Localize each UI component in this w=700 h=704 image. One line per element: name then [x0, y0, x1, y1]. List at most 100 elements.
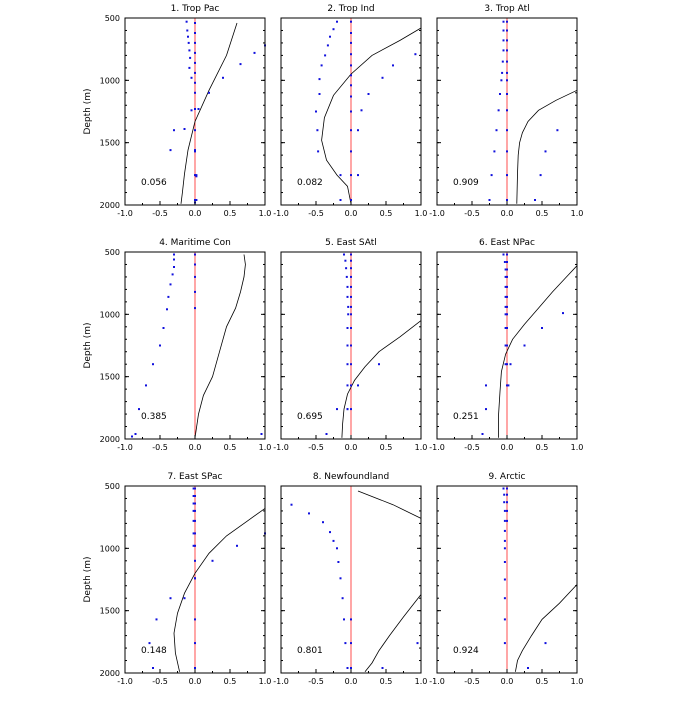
panel-9-xtick-label: 0.0 — [501, 677, 514, 686]
panel-3-data-point — [495, 129, 498, 132]
panel-3-data-point — [506, 29, 508, 32]
panel-6-data-point — [506, 363, 508, 366]
panel-7-data-point — [194, 544, 196, 547]
panel-6-data-point — [504, 285, 507, 288]
panel-4-ytick-label: 1000 — [100, 310, 120, 319]
panel-1-profile-line-0 — [180, 22, 238, 204]
panel-3-xtick-label: -0.5 — [464, 209, 480, 218]
panel-5-data-point — [347, 305, 350, 308]
panel-3-data-point — [506, 79, 508, 82]
panel-4-xtick-label: -0.5 — [152, 443, 168, 452]
panel-4-data-point — [131, 435, 133, 438]
panel-8-profile-line-1 — [364, 594, 422, 673]
panel-8-data-point — [350, 642, 352, 645]
panel-2-data-point — [357, 129, 359, 132]
panel-5-xtick-label: -1.0 — [273, 443, 289, 452]
panel-3-data-point — [506, 39, 508, 42]
panel-6-data-point — [485, 384, 487, 387]
panel-7-data-point — [194, 502, 196, 505]
panel-6-data-point — [506, 305, 508, 308]
panel-7-xtick-label: -1.0 — [117, 677, 133, 686]
panel-1-data-point — [194, 149, 196, 152]
panel-4-data-point — [194, 253, 196, 256]
panel-1-xtick-label: -0.5 — [152, 209, 168, 218]
panel-1-data-point — [190, 109, 193, 112]
panel-4-data-point — [194, 263, 196, 266]
panel-7-data-point — [192, 519, 195, 522]
panel-1-data-point — [194, 32, 196, 34]
panel-2-data-point — [315, 110, 317, 113]
panel-6-data-point — [506, 253, 508, 256]
panel-9-data-point — [506, 501, 508, 504]
panel-6-data-point — [506, 268, 508, 271]
panel-5-value: 0.695 — [297, 412, 323, 422]
panel-3-data-point — [488, 199, 491, 201]
panel-5-data-point — [347, 313, 350, 316]
panel-4-xtick-label: 1.0 — [259, 443, 272, 452]
panel-2-title: 2. Trop Ind — [327, 4, 374, 14]
panel-3-data-point — [506, 150, 508, 153]
panel-9-data-point — [506, 509, 508, 512]
panel-2-data-point — [350, 41, 352, 44]
panel-5-data-point — [345, 275, 348, 278]
panel-2-data-point — [350, 20, 352, 23]
panel-7-data-point — [192, 532, 195, 535]
panel-4-data-point — [173, 258, 175, 261]
panel-6-data-point — [504, 275, 507, 278]
panel-2-data-point — [381, 76, 384, 79]
panel-7-data-point — [192, 487, 195, 490]
panel-1-data-point — [194, 61, 196, 64]
panel-1-ytick-label: 1000 — [100, 76, 120, 85]
panel-2-data-point — [350, 129, 352, 132]
panel-3-data-point — [506, 93, 508, 95]
panel-5-data-point — [350, 259, 352, 262]
panel-5-xtick-label: 1.0 — [415, 443, 428, 452]
panel-7-data-point — [183, 597, 186, 600]
panel-9-data-point — [503, 597, 506, 600]
panel-3-profile-line-0 — [516, 89, 578, 204]
panel-2-data-point — [350, 110, 352, 113]
panel-2-data-point — [332, 28, 335, 31]
panel-4-data-point — [152, 363, 154, 366]
panel-1-ytick-label: 2000 — [100, 201, 120, 210]
panel-6-data-point — [506, 384, 508, 387]
panel-5-data-point — [346, 285, 349, 288]
panel-3-value: 0.909 — [453, 178, 479, 188]
panel-1-data-point — [194, 174, 196, 177]
panel-7-data-point — [194, 509, 196, 512]
panel-1-data-point — [208, 91, 210, 94]
panel-5-data-point — [343, 253, 345, 256]
panel-9-data-point — [503, 509, 506, 512]
panel-6-data-point — [502, 253, 505, 256]
panel-7-data-point — [194, 532, 196, 535]
panel-1-data-point — [194, 129, 196, 132]
panel-7-xtick-label: 1.0 — [259, 677, 272, 686]
panel-3-data-point — [502, 39, 505, 42]
panel-5-data-point — [350, 363, 352, 366]
panel-2-data-point — [350, 84, 352, 87]
panel-2-data-point — [339, 174, 342, 177]
panel-4-data-point — [134, 433, 137, 435]
panel-2-data-point — [357, 174, 359, 177]
panel-7-data-point — [169, 597, 172, 600]
panel-8-profile-line-0 — [357, 490, 422, 519]
panel-7-data-point — [194, 618, 196, 621]
panel-2-data-point — [350, 32, 352, 34]
panel-8-xtick-label: 0.5 — [380, 677, 393, 686]
panel-5-xtick-label: 0.0 — [345, 443, 358, 452]
panel-5-data-point — [350, 305, 352, 308]
panel-2-profile-line-0 — [321, 27, 422, 204]
panel-4-data-point — [167, 295, 170, 298]
panel-1-data-point — [194, 91, 196, 94]
panel-3-data-point — [506, 71, 508, 74]
panel-5-data-point — [378, 363, 380, 366]
panel-2-data-point — [350, 95, 352, 98]
panel-9-data-point — [503, 539, 506, 542]
panel-2-data-point — [414, 53, 417, 56]
panel-1-data-point — [194, 108, 196, 110]
panel-4-data-point — [166, 308, 168, 311]
panel-4-xtick-label: -1.0 — [117, 443, 133, 452]
panel-8-data-point — [346, 667, 349, 669]
panel-1-data-point — [222, 76, 224, 79]
